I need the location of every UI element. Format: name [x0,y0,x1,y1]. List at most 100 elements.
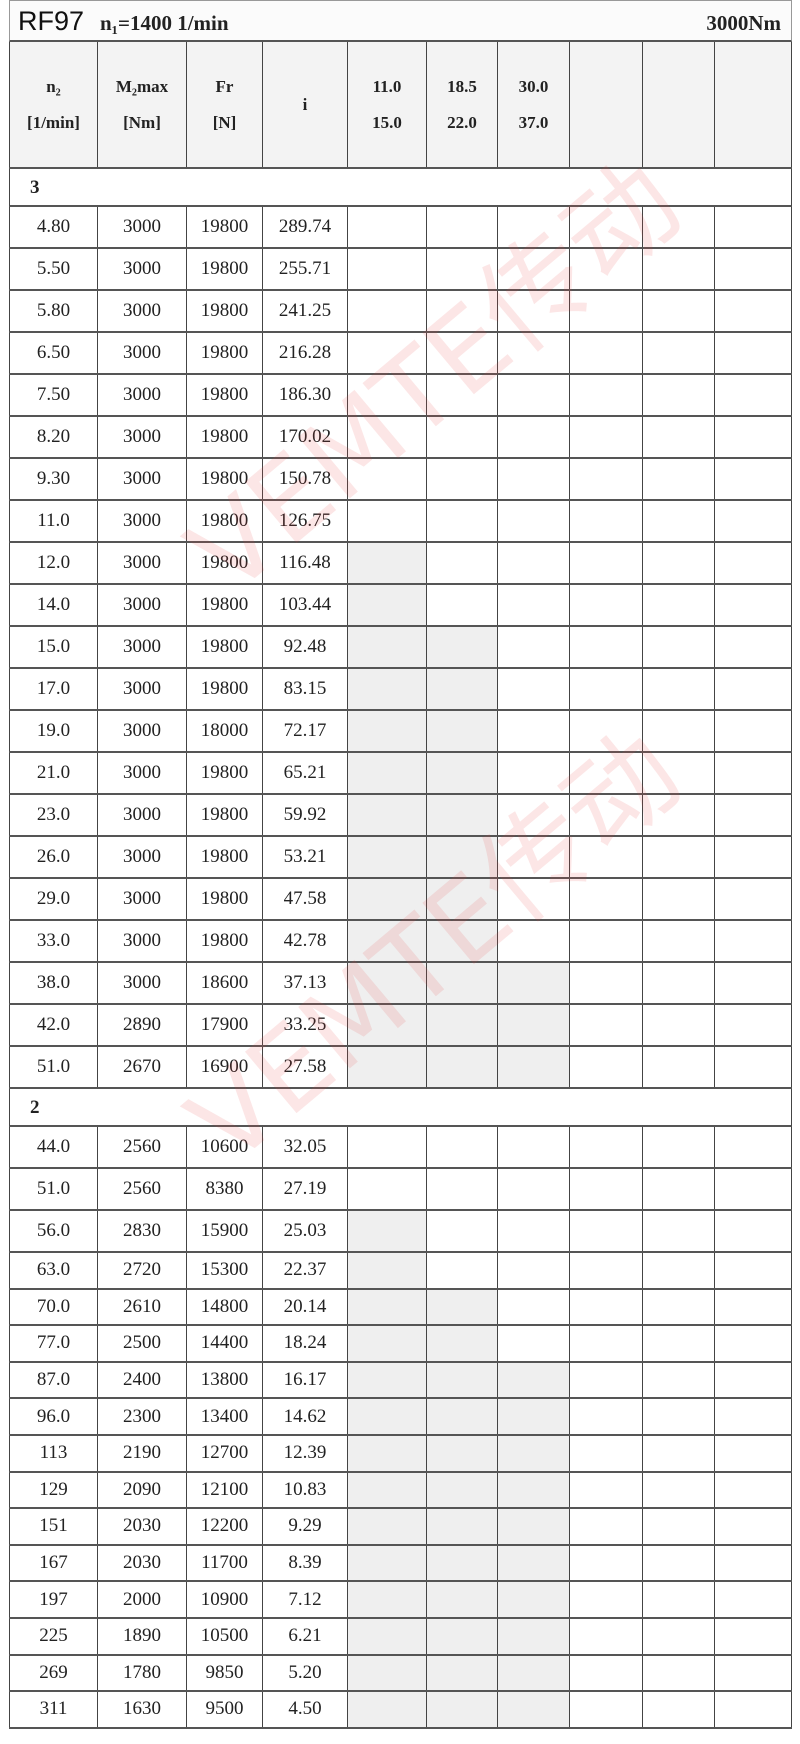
cell-n2: 167 [9,1545,97,1581]
motor-power-cell [569,1399,642,1434]
motor-power-cell [426,207,497,247]
motor-power-cell [642,375,714,415]
table-row: 9.30 3000 19800 150.78 [9,459,792,501]
table-row: 225 1890 10500 6.21 [9,1619,792,1656]
cell-fr: 19800 [186,879,262,919]
table-row: 51.0 2560 8380 27.19 [9,1169,792,1211]
table-row: 5.80 3000 19800 241.25 [9,291,792,333]
motor-power-cell [714,1362,792,1398]
motor-power-cell [426,1127,497,1167]
motor-power-cell [347,1692,426,1727]
motor-power-cell [569,333,642,373]
motor-power-cell [347,291,426,331]
table-row: 26.0 3000 19800 53.21 [9,837,792,879]
cell-n2: 15.0 [9,627,97,667]
header-cell: 11.0 15.0 [347,42,426,167]
motor-power-cell [569,1289,642,1325]
cell-i: 83.15 [262,669,347,709]
motor-power-cell [642,921,714,961]
cell-m2: 3000 [97,249,186,289]
cell-i: 27.58 [262,1047,347,1087]
motor-power-cell [642,753,714,793]
motor-power-cell [347,1655,426,1691]
cell-i: 10.83 [262,1472,347,1508]
table-row: 63.0 2720 15300 22.37 [9,1253,792,1290]
motor-power-cell [497,753,569,793]
motor-power-cell [426,879,497,919]
motor-power-cell [714,1692,792,1727]
motor-power-cell [642,459,714,499]
motor-power-cell [714,1509,792,1544]
motor-power-cell [569,1005,642,1045]
cell-m2: 1780 [97,1655,186,1691]
cell-i: 27.19 [262,1169,347,1209]
motor-power-cell [569,753,642,793]
motor-power-cell [497,1436,569,1471]
motor-power-cell [347,795,426,835]
motor-power-cell [347,1169,426,1209]
motor-power-cell [569,669,642,709]
cell-m2: 2830 [97,1211,186,1251]
header-unit: [N] [212,112,237,132]
motor-power-cell [497,375,569,415]
motor-power-cell [569,963,642,1003]
cell-fr: 19800 [186,375,262,415]
header-line: 18.5 [447,76,477,96]
motor-power-cell [569,585,642,625]
cell-fr: 16900 [186,1047,262,1087]
motor-power-cell [569,879,642,919]
cell-i: 53.21 [262,837,347,877]
cell-i: 170.02 [262,417,347,457]
header-cell [642,42,714,167]
motor-power-cell [714,1211,792,1251]
motor-power-cell [642,1253,714,1288]
motor-power-cell [569,1169,642,1209]
cell-m2: 2500 [97,1326,186,1361]
cell-n2: 51.0 [9,1169,97,1209]
motor-power-cell [569,627,642,667]
motor-power-cell [714,1127,792,1167]
cell-i: 6.21 [262,1619,347,1654]
cell-n2: 151 [9,1509,97,1544]
cell-i: 241.25 [262,291,347,331]
cell-m2: 2030 [97,1509,186,1544]
table-row: 29.0 3000 19800 47.58 [9,879,792,921]
cell-fr: 15900 [186,1211,262,1251]
motor-power-cell [347,1253,426,1288]
motor-power-cell [642,1326,714,1361]
table-row: 7.50 3000 19800 186.30 [9,375,792,417]
motor-power-cell [497,1362,569,1398]
table-row: 70.0 2610 14800 20.14 [9,1289,792,1327]
motor-power-cell [426,627,497,667]
cell-n2: 56.0 [9,1211,97,1251]
motor-power-cell [642,1211,714,1251]
motor-power-cell [642,1362,714,1398]
motor-power-cell [714,1169,792,1209]
cell-fr: 10900 [186,1582,262,1617]
cell-fr: 19800 [186,669,262,709]
header-line: Fr [215,76,234,96]
cell-i: 14.62 [262,1399,347,1434]
motor-power-cell [569,207,642,247]
motor-power-cell [642,291,714,331]
header-cell: Fr [N] [186,42,262,167]
motor-power-cell [642,879,714,919]
cell-n2: 14.0 [9,585,97,625]
motor-power-cell [569,1472,642,1508]
header-cell: 18.5 22.0 [426,42,497,167]
cell-fr: 19800 [186,207,262,247]
motor-power-cell [714,417,792,457]
cell-fr: 19800 [186,543,262,583]
cell-n2: 42.0 [9,1005,97,1045]
cell-n2: 17.0 [9,669,97,709]
motor-power-cell [347,879,426,919]
cell-i: 47.58 [262,879,347,919]
cell-m2: 3000 [97,921,186,961]
title-bar: RF97 n₁=1400 1/min 3000Nm [9,0,792,42]
motor-power-cell [642,837,714,877]
cell-fr: 11700 [186,1545,262,1581]
cell-m2: 2190 [97,1436,186,1471]
motor-power-cell [497,1289,569,1325]
cell-m2: 1890 [97,1619,186,1654]
header-row: n₂ [1/min] M₂max [Nm] Fr [N] i 11.0 15.0 18.5 22.0… [9,42,792,169]
